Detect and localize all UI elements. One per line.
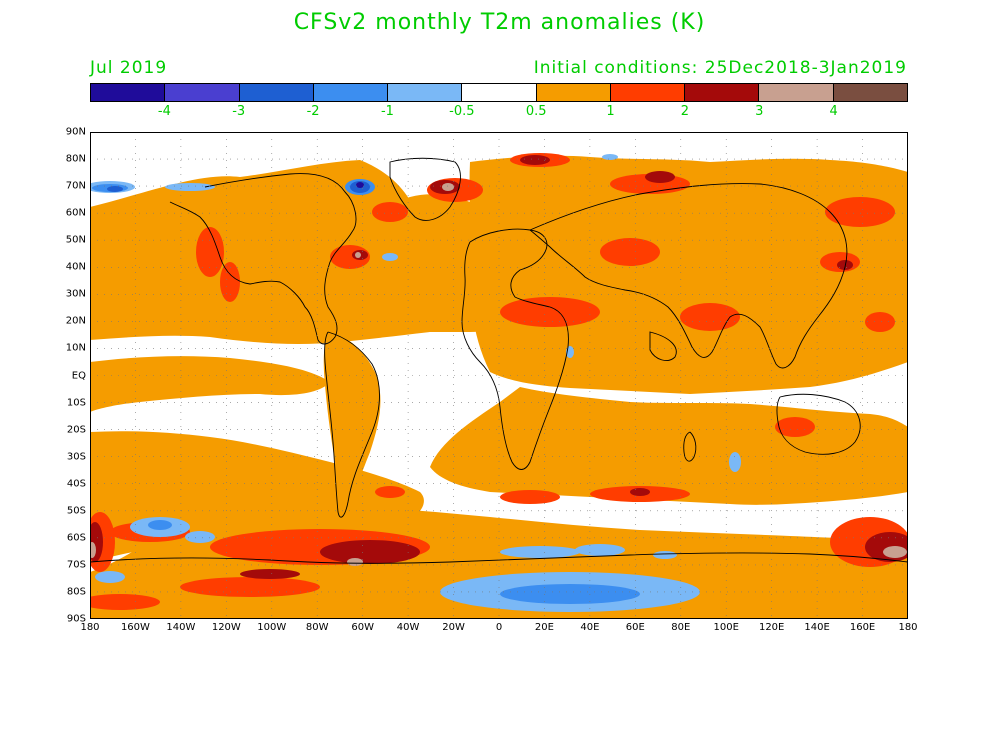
colorbar-tick-label: -0.5 [449,104,475,119]
latitude-tick-label: 10S [66,397,86,409]
latitude-tick-label: 20S [66,424,86,436]
initial-conditions-label: Initial conditions: 25Dec2018-3Jan2019 [533,58,907,78]
latitude-tick-label: 70S [66,559,86,571]
longitude-tick-label: 180 [898,622,918,633]
longitude-tick-label: 60W [351,622,374,633]
colorbar-swatch [536,84,611,101]
latitude-tick-label: 60S [66,532,86,544]
anomaly-layer-darkred [90,155,908,579]
colorbar-swatch [388,84,463,101]
coastlines [90,157,908,564]
longitude-tick-label: 20W [442,622,465,633]
longitude-tick-label: 60E [625,622,645,633]
colorbar-tick-label: 1 [606,104,615,119]
colorbar-tick-label: -1 [380,104,394,119]
colorbar-swatch [239,84,314,101]
latitude-tick-label: 90N [65,126,86,138]
colorbar-swatch [610,84,686,101]
map-frame [90,132,908,619]
map-svg [90,132,908,619]
latitude-tick-label: 10N [65,342,86,354]
latitude-tick-label: 20N [65,315,86,327]
colorbar-labels: -4 -3 -2 -1 -0.5 0.5 1 2 3 4 [90,104,908,122]
colorbar-swatch [165,84,240,101]
valid-month-label: Jul 2019 [90,58,168,78]
longitude-tick-label: 100E [713,622,739,633]
colorbar-tick-label: 3 [755,104,764,119]
longitude-tick-label: 140E [804,622,830,633]
colorbar-swatch [91,84,166,101]
latitude-tick-label: 60N [65,207,86,219]
latitude-tick-label: 80N [65,153,86,165]
colorbar-swatch [685,84,760,101]
colorbar-tick-label: -3 [232,104,246,119]
longitude-tick-label: 20E [534,622,554,633]
longitude-tick-label: 80E [671,622,691,633]
longitude-tick-label: 120W [211,622,241,633]
latitude-tick-label: EQ [71,370,86,381]
colorbar-tick-label: 4 [829,104,838,119]
map-title: CFSv2 monthly T2m anomalies (K) [293,10,706,35]
latitude-tick-label: 50S [66,505,86,517]
latitude-tick-label: 50N [65,234,86,246]
latitude-tick-label: 90S [66,613,86,625]
colorbar-tick-label: 2 [680,104,690,119]
colorbar-tick-label: 0.5 [525,104,547,119]
longitude-tick-label: 120E [758,622,785,633]
anomaly-layer-orange [90,155,908,619]
anomaly-layer-darkblue [107,181,370,193]
anomaly-map [90,132,908,619]
longitude-tick-label: 40W [396,622,420,633]
latitude-tick-label: 40N [65,261,86,273]
colorbar-swatch [462,84,537,101]
colorbar-tick-label: -4 [157,104,171,119]
latitude-tick-label: 80S [66,586,86,598]
longitude-tick-label: 160W [120,622,150,633]
colorbar [90,83,908,102]
longitude-tick-label: 140W [166,622,196,633]
latitude-tick-label: 70N [65,180,86,192]
longitude-tick-label: 0 [495,622,503,633]
longitude-tick-label: 160E [849,622,876,633]
longitude-tick-label: 100W [257,622,287,633]
colorbar-swatch [759,84,834,101]
latitude-tick-label: 30N [65,288,86,300]
latitude-tick-label: 40S [66,478,86,490]
longitude-tick-label: 180 [80,622,100,633]
colorbar-swatch [833,84,907,101]
longitude-tick-label: 80W [305,622,329,633]
colorbar-swatch [313,84,389,101]
anomaly-layer-deepblue [356,182,364,188]
colorbar-tick-label: -2 [306,104,320,119]
longitude-tick-label: 40E [580,622,600,633]
anomaly-layer-lightbrown [90,183,907,566]
latitude-tick-label: 30S [66,451,86,463]
